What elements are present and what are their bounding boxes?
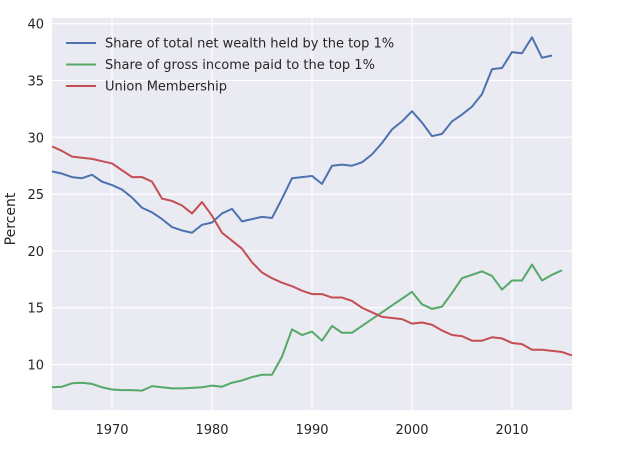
- y-tick-labels: 10 15 20 25 30 35 40: [27, 18, 44, 374]
- y-tick-label: 15: [27, 302, 44, 317]
- series-lines: [51, 36, 573, 392]
- y-tick-label: 35: [27, 74, 44, 89]
- y-tick-label: 40: [27, 18, 44, 33]
- legend-entry-income: Share of gross income paid to the top 1%: [66, 58, 375, 73]
- union-membership-line: [51, 145, 573, 357]
- y-tick-label: 20: [27, 245, 44, 260]
- y-axis-label: Percent: [3, 192, 19, 245]
- x-tick-label: 1980: [195, 423, 228, 438]
- legend: Share of total net wealth held by the to…: [66, 37, 394, 95]
- x-tick-label: 1970: [95, 423, 128, 438]
- y-tick-label: 10: [27, 359, 44, 374]
- y-tick-label: 30: [27, 131, 44, 146]
- x-tick-label: 1990: [295, 423, 328, 438]
- income-share-line: [51, 263, 563, 392]
- legend-label: Share of total net wealth held by the to…: [105, 37, 394, 52]
- legend-entry-wealth: Share of total net wealth held by the to…: [66, 37, 394, 52]
- y-tick-label: 25: [27, 188, 44, 203]
- legend-entry-union: Union Membership: [66, 80, 227, 95]
- x-gridlines: [111, 18, 513, 410]
- x-tick-label: 2000: [395, 423, 428, 438]
- legend-label: Share of gross income paid to the top 1%: [105, 58, 375, 73]
- y-gridlines: [52, 23, 572, 366]
- legend-label: Union Membership: [105, 80, 227, 95]
- x-tick-label: 2010: [495, 423, 528, 438]
- x-tick-labels: 1970 1980 1990 2000 2010: [95, 423, 528, 438]
- wealth-share-line: [51, 36, 553, 234]
